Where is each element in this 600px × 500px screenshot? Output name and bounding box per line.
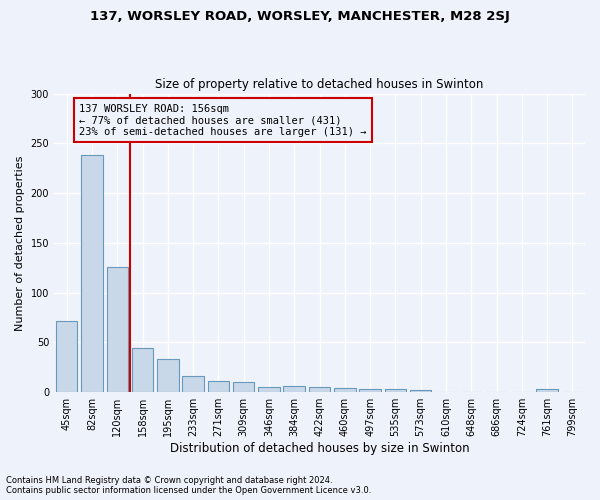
Bar: [283, 386, 305, 392]
Bar: [208, 382, 229, 392]
Bar: [182, 376, 204, 392]
Text: 137 WORSLEY ROAD: 156sqm
← 77% of detached houses are smaller (431)
23% of semi-: 137 WORSLEY ROAD: 156sqm ← 77% of detach…: [79, 104, 367, 136]
Bar: [107, 267, 128, 392]
Bar: [258, 387, 280, 392]
Text: Contains HM Land Registry data © Crown copyright and database right 2024.
Contai: Contains HM Land Registry data © Crown c…: [6, 476, 371, 495]
Bar: [309, 387, 330, 392]
X-axis label: Distribution of detached houses by size in Swinton: Distribution of detached houses by size …: [170, 442, 469, 455]
Bar: [56, 320, 77, 392]
Bar: [81, 156, 103, 392]
Bar: [157, 360, 179, 392]
Bar: [536, 389, 558, 392]
Y-axis label: Number of detached properties: Number of detached properties: [15, 155, 25, 330]
Bar: [132, 348, 153, 392]
Bar: [385, 389, 406, 392]
Bar: [410, 390, 431, 392]
Title: Size of property relative to detached houses in Swinton: Size of property relative to detached ho…: [155, 78, 484, 91]
Bar: [359, 389, 381, 392]
Bar: [233, 382, 254, 392]
Bar: [334, 388, 356, 392]
Text: 137, WORSLEY ROAD, WORSLEY, MANCHESTER, M28 2SJ: 137, WORSLEY ROAD, WORSLEY, MANCHESTER, …: [90, 10, 510, 23]
